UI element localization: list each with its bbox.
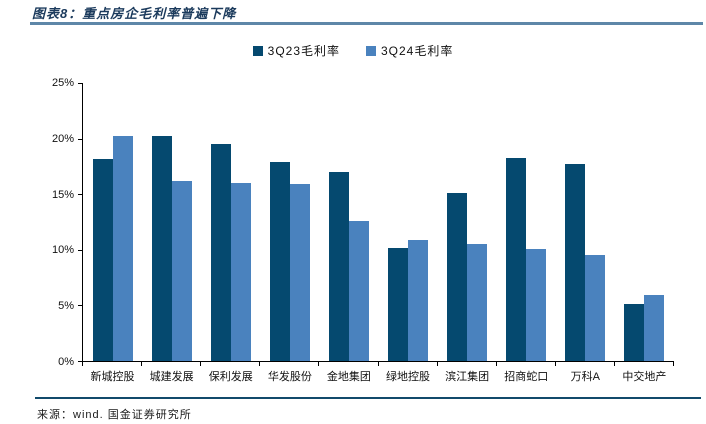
y-tick-mark [78,249,83,251]
x-axis-label: 新城控股 [90,371,135,383]
bar [230,183,251,361]
x-tick-mark [141,361,143,366]
bar-group: 招商蛇口 [497,83,556,383]
x-axis-label: 滨江集团 [445,371,490,383]
y-tick-label: 20% [51,132,74,145]
bar [408,239,429,361]
x-tick-mark [436,361,438,366]
x-tick-mark [495,361,497,366]
bar [447,193,468,361]
legend-item: 3Q24毛利率 [366,42,453,59]
bar-group: 华发股份 [260,83,319,383]
bar [644,295,665,361]
bar [526,248,547,361]
bar [467,244,488,361]
x-tick-mark [200,361,202,366]
x-axis-label: 招商蛇口 [504,371,549,383]
y-tick-label: 5% [58,300,74,313]
y-tick-label: 15% [51,188,74,201]
bar [210,144,231,361]
footer-divider [35,397,701,399]
plot-area: 新城控股 城建发展 保利发展 华发股份 金地集团 绿地控股 滨江集团 招商蛇口 万科A 中交地产 [78,83,674,383]
title-underline [30,22,703,25]
x-tick-mark [673,361,674,366]
bar-group: 绿地控股 [378,83,437,383]
x-tick-mark [259,361,261,366]
bar-group: 金地集团 [319,83,378,383]
y-tick-label: 10% [51,244,74,257]
x-axis-label: 绿地控股 [386,371,431,383]
bar [328,171,349,361]
bar [92,158,113,361]
bar [565,164,586,361]
bar [585,255,606,361]
y-axis-labels: 0% 5% 10% 15% 20% 25% [0,77,81,368]
legend-item: 3Q23毛利率 [252,42,340,59]
y-tick-mark [78,83,83,84]
bar [388,247,409,361]
bar-group: 新城控股 [83,83,142,383]
legend-label: 3Q24毛利率 [381,44,454,58]
x-tick-mark [613,361,615,366]
x-axis-label: 保利发展 [208,371,253,383]
x-axis-label: 金地集团 [326,371,371,383]
bar [624,304,645,361]
x-axis-label: 华发股份 [267,371,312,383]
bar [269,161,290,361]
legend-swatch-icon [366,45,376,56]
legend-label: 3Q23毛利率 [267,44,340,58]
bar [151,136,172,361]
x-tick-mark [318,361,320,366]
bar [289,184,310,361]
legend: 3Q23毛利率 3Q24毛利率 [0,42,706,59]
figure-title: 图表8：重点房企毛利率普遍下降 [32,6,237,21]
y-tick-mark [78,305,83,307]
bar-group: 城建发展 [142,83,201,383]
x-axis-label: 万科A [570,371,600,383]
bar [112,136,133,361]
x-axis-label: 中交地产 [622,371,667,383]
y-tick-label: 0% [58,356,74,368]
bar-group: 滨江集团 [438,83,497,383]
x-tick-mark [377,361,379,366]
bar [171,180,192,361]
y-tick-mark [78,194,83,196]
bar-group: 中交地产 [615,83,674,383]
bar-group: 万科A [556,83,615,383]
y-tick-mark [78,138,83,140]
y-tick-mark [78,361,83,362]
bar-group: 保利发展 [201,83,260,383]
bar-groups: 新城控股 城建发展 保利发展 华发股份 金地集团 绿地控股 滨江集团 招商蛇口 万科A 中交地产 [83,83,674,383]
x-tick-mark [554,361,556,366]
source-note: 来源：wind. 国金证券研究所 [37,409,192,421]
legend-swatch-icon [252,45,263,56]
y-tick-label: 25% [51,77,74,89]
bar [506,157,527,361]
bar [348,220,369,361]
x-tick-mark [82,361,83,366]
x-axis-label: 城建发展 [149,371,194,383]
